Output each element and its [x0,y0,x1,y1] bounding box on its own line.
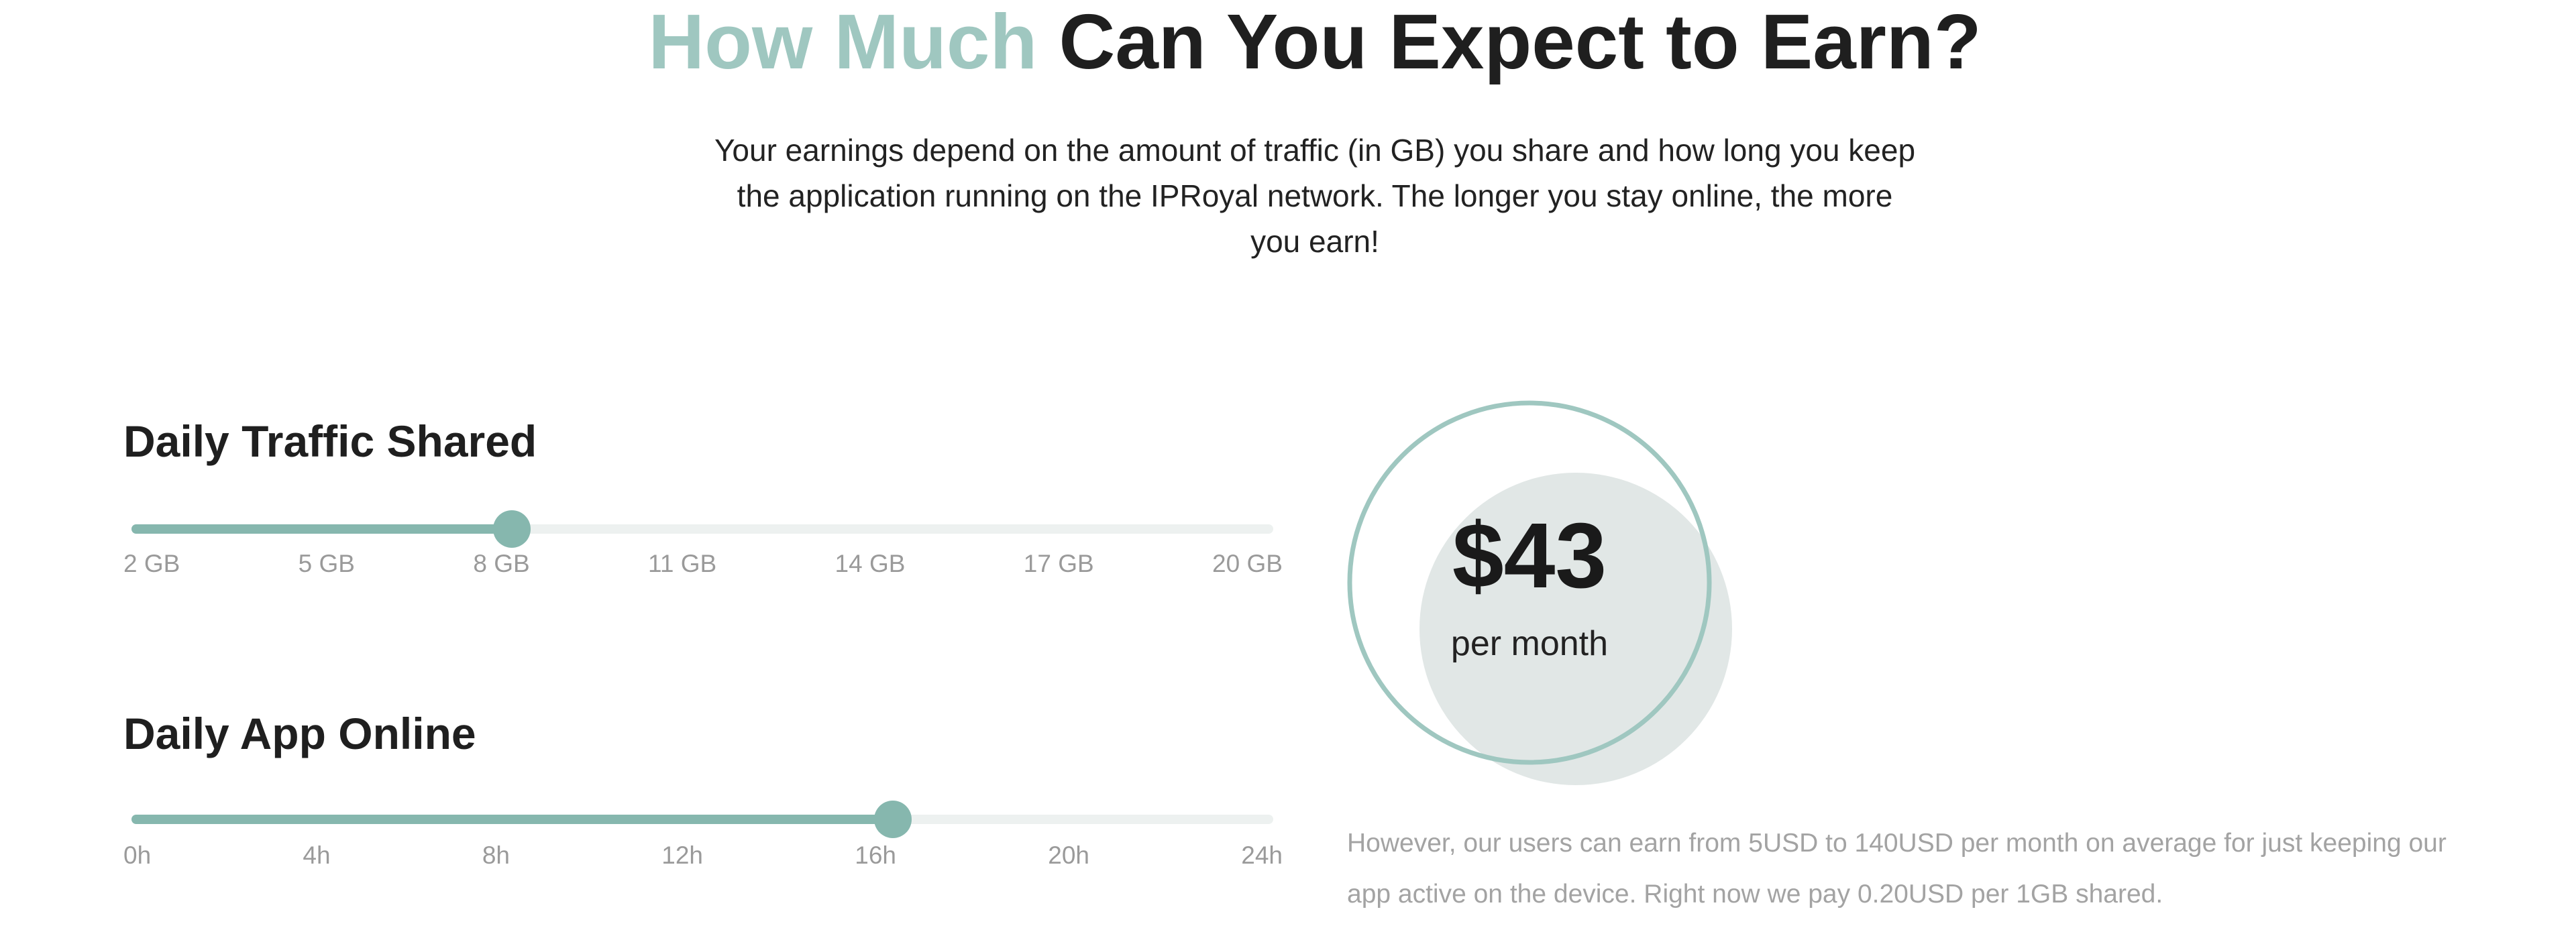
result-ring [1347,400,1712,765]
tick-label: 12h [661,841,703,869]
intro-text: Your earnings depend on the amount of tr… [714,133,1916,259]
slider-fill [131,524,513,534]
slider-thumb[interactable] [493,510,531,548]
slider-title: Daily App Online [123,709,476,758]
title: How Much Can You Expect to Earn? [0,0,2576,83]
result-disc [1419,473,1732,785]
tick-row: 0h 4h 8h 12h 16h 20h 24h [123,841,1283,870]
tick-label: 20h [1048,841,1089,869]
tick-label: 14 GB [835,550,906,577]
tick-label: 16h [855,841,896,869]
result-period: per month [1450,624,1609,663]
slider-track[interactable] [131,801,1273,838]
result-amount: $43 [1452,504,1607,607]
tick-label: 0h [123,841,152,869]
tick-label: 4h [303,841,331,869]
slider-thumb[interactable] [873,801,912,838]
tick-label: 2 GB [123,550,180,577]
tick-label: 5 GB [298,550,355,577]
tick-label: 20 GB [1212,550,1283,577]
slider-fill [131,815,893,824]
tick-label: 8 GB [473,550,530,577]
slider-track[interactable] [131,510,1273,548]
slider-title: Daily Traffic Shared [123,416,537,466]
tick-label: 8h [482,841,510,869]
note: However, our users can earn from 5USD to… [1347,829,2447,909]
tick-label: 24h [1241,841,1283,869]
tick-row: 2 GB 5 GB 8 GB 11 GB 14 GB 17 GB 20 GB [123,550,1283,578]
title-accent: How Much [648,0,1038,85]
result-graphic [1347,400,1732,785]
title-rest: Can You Expect to Earn? [1059,0,1982,85]
tick-label: 17 GB [1023,550,1094,577]
tick-label: 11 GB [648,550,717,577]
